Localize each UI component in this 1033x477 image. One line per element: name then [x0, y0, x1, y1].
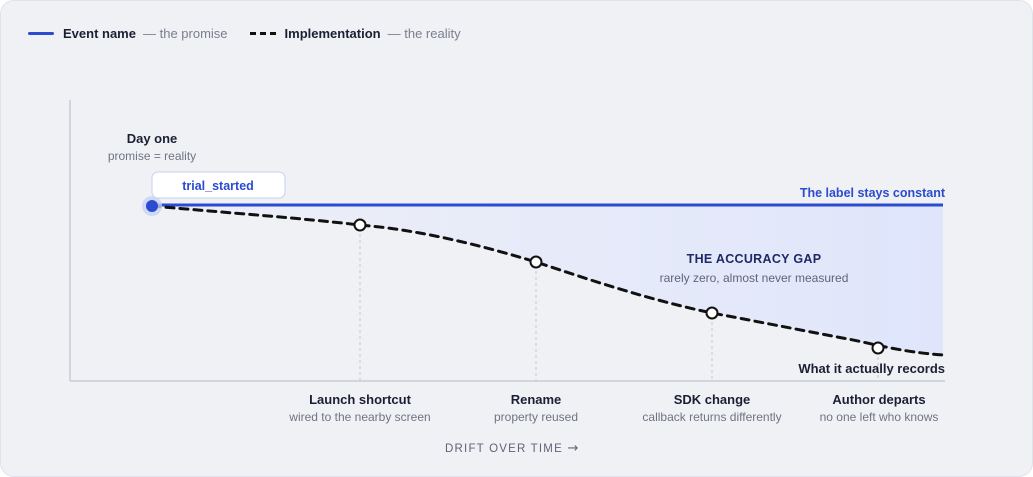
legend-item-event-name: Event name — the promise — [28, 26, 228, 41]
legend-event-name-note: — the promise — [142, 26, 228, 41]
day-one-subtitle: promise = reality — [108, 149, 196, 163]
milestone-title-launch-shortcut: Launch shortcut — [309, 392, 412, 407]
reality-line — [150, 204, 945, 357]
day-one-title: Day one — [127, 131, 178, 146]
milestone-marker-launch-shortcut — [353, 218, 367, 232]
start-point — [146, 200, 158, 212]
accuracy-gap-area — [152, 205, 943, 355]
milestone-title-sdk-change: SDK change — [674, 392, 751, 407]
milestone-subtitle-author-departs: no one left who knows — [820, 410, 939, 424]
accuracy-gap-subtitle: rarely zero, almost never measured — [660, 271, 849, 285]
milestone-title-rename: Rename — [511, 392, 562, 407]
dashed-line-swatch — [249, 32, 276, 35]
legend-item-implementation: Implementation — the reality — [249, 26, 461, 41]
x-axis-caption: DRIFT OVER TIME — [445, 443, 563, 455]
accuracy-gap-title: THE ACCURACY GAP — [687, 252, 822, 266]
milestone-title-author-departs: Author departs — [832, 392, 925, 407]
legend-implementation-note: — the reality — [387, 26, 461, 41]
milestone-subtitle-rename: property reused — [494, 410, 578, 424]
milestone-marker-author-departs — [871, 341, 885, 355]
legend-event-name-label: Event name — [63, 26, 136, 41]
solid-line-swatch — [28, 32, 54, 35]
milestone-subtitle-sdk-change: callback returns differently — [642, 410, 781, 424]
legend: Event name — the promise Implementation … — [28, 26, 483, 41]
milestone-marker-rename — [529, 255, 543, 269]
actual-records-label: What it actually records — [798, 361, 945, 376]
event-chip — [151, 171, 286, 199]
milestone-marker-sdk-change — [705, 306, 719, 320]
milestone-subtitle-launch-shortcut: wired to the nearby screen — [288, 410, 430, 424]
label-stays-constant: The label stays constant — [800, 186, 946, 200]
legend-implementation-label: Implementation — [284, 26, 381, 41]
event-chip-label: trial_started — [182, 179, 254, 193]
arrow-right-icon: → — [568, 441, 579, 456]
